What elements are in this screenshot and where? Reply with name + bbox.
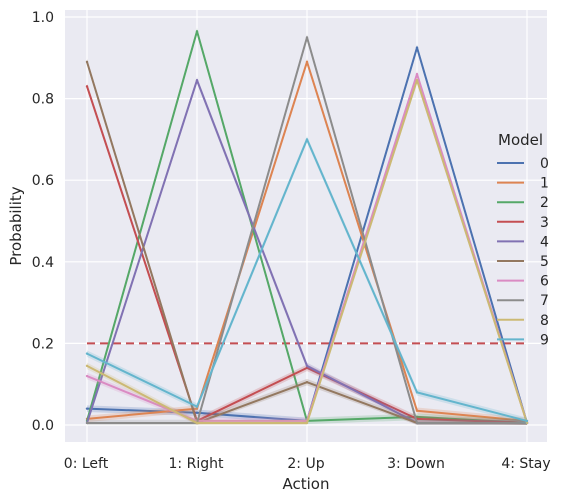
series-5-point [85,60,89,64]
legend-title: Model [498,131,543,149]
series-3-point [305,366,309,370]
legend-label: 8 [540,313,549,329]
series-7-point [415,421,419,425]
y-tick-labels: 0.0 0.2 0.4 0.6 0.8 1.0 [32,10,54,434]
legend-label: 7 [540,293,549,309]
y-tick-label: 1.0 [32,10,54,26]
legend-label: 4 [540,234,549,250]
y-axis-title: Probability [7,186,25,265]
series-0-point [415,46,419,49]
series-9-point [525,419,529,423]
x-axis-title: Action [283,475,330,493]
series-9-point [85,352,89,355]
legend-label: 9 [540,332,549,348]
series-1-point [305,60,309,64]
series-7-point [305,36,309,39]
series-0-point [85,407,89,410]
x-tick-label: 4: Stay [501,456,550,472]
series-1-point [195,407,199,410]
y-tick-label: 0.6 [32,173,54,189]
x-tick-label: 1: Right [169,456,224,472]
series-0-point [195,411,199,414]
series-8-band [87,76,527,425]
series-9-point [305,138,309,141]
series-3-point [85,85,89,88]
y-tick-label: 0.4 [32,255,54,271]
series-4-point [195,79,199,82]
legend-label: 5 [540,254,549,270]
legend-label: 6 [540,274,549,290]
x-tick-labels: 0: Left 1: Right 2: Up 3: Down 4: Stay [64,456,551,472]
series-6-point [415,72,419,76]
series-8-point [525,421,529,425]
series-1-point [415,409,419,412]
series-6-point [85,374,89,378]
series-8 [85,76,529,425]
y-tick-label: 0.8 [32,92,54,108]
legend-label: 0 [540,156,549,172]
y-tick-label: 0.2 [32,336,54,352]
x-tick-label: 2: Up [287,456,324,472]
series-8-point [305,421,309,425]
series-8-point [195,421,199,425]
legend-label: 2 [540,195,549,211]
series-8-point [85,364,89,368]
series-group [85,28,529,426]
series-2-point [195,30,199,33]
y-tick-label: 0.0 [32,418,54,434]
series-9-point [415,391,419,394]
series-9 [85,136,529,425]
series-9-point [195,405,199,408]
x-tick-label: 3: Down [387,456,445,472]
x-tick-label: 0: Left [64,456,109,472]
series-5-point [305,380,309,384]
series-4-point [305,364,309,368]
series-8-point [415,79,419,82]
plot-background [65,10,547,442]
legend-label: 1 [540,176,549,192]
legend-label: 3 [540,215,549,231]
series-7-point [85,421,89,425]
legend: Model 0 1 2 3 4 5 6 7 8 9 [497,131,549,348]
